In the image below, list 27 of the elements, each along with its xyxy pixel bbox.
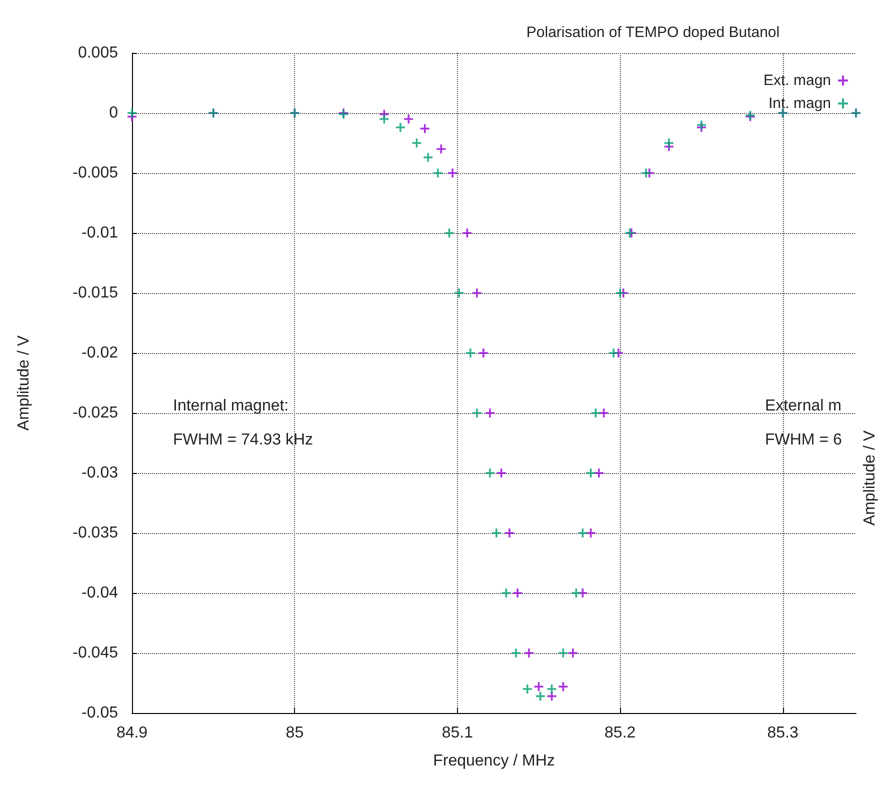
annotation: External m [765, 398, 842, 414]
x-tick-label: 85.3 [767, 724, 798, 742]
y-tick-label: -0.03 [82, 464, 118, 482]
x-tick-label: 85 [286, 724, 304, 742]
y-tick-label: -0.01 [82, 224, 118, 242]
y-tick-label: -0.025 [72, 404, 118, 422]
annotation: FWHM = 74.93 kHz [173, 432, 314, 448]
x-tick-label: 85.2 [604, 724, 636, 742]
x-axis-title: Frequency / MHz [433, 752, 555, 770]
y-axis-title: Amplitude / V [16, 335, 32, 431]
legend-label: Ext. magn [763, 72, 831, 89]
chart-title: Polarisation of TEMPO doped Butanol [526, 24, 780, 41]
x-tick-label: 84.9 [116, 724, 148, 742]
y-tick-label: 0.005 [78, 44, 118, 62]
y-tick-label: -0.05 [82, 704, 118, 722]
y-tick-label: -0.04 [82, 584, 118, 602]
y-tick-label: -0.02 [82, 344, 118, 362]
y-tick-label: -0.035 [72, 524, 118, 542]
y-tick-label: -0.015 [72, 284, 118, 302]
x-tick-label: 85.1 [442, 724, 474, 742]
y-tick-label: 0 [109, 104, 118, 122]
y2-axis-title: Amplitude / V [862, 430, 878, 526]
legend-label: Int. magn [768, 95, 831, 112]
annotation: FWHM = 6 [765, 432, 842, 448]
annotation: Internal magnet: [173, 398, 289, 414]
y-tick-label: -0.045 [72, 644, 118, 662]
y-tick-label: -0.005 [72, 164, 118, 182]
